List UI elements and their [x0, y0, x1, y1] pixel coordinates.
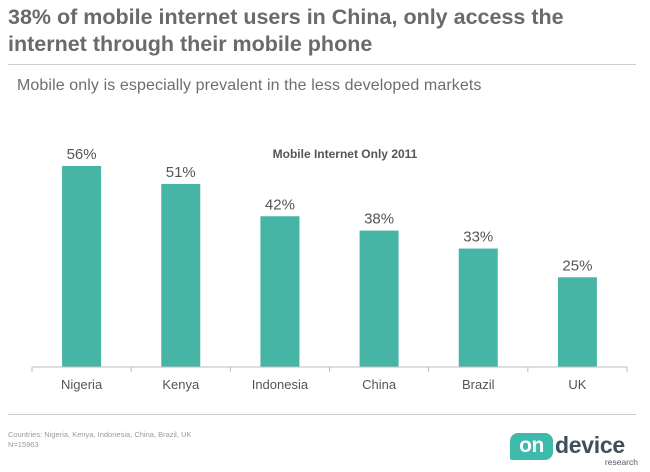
- bottom-divider: [8, 414, 636, 415]
- bar-brazil: [458, 248, 498, 367]
- bar-china: [359, 230, 399, 367]
- footnote-sample-size: N=15963: [8, 440, 39, 449]
- category-label-brazil: Brazil: [462, 377, 495, 392]
- bars-group: [62, 166, 597, 367]
- category-label-china: China: [362, 377, 397, 392]
- value-label-nigeria: 56%: [67, 146, 97, 163]
- value-label-uk: 25%: [562, 257, 592, 274]
- subtitle: Mobile only is especially prevalent in t…: [17, 77, 482, 94]
- logo-on-badge: on: [510, 433, 553, 460]
- value-label-kenya: 51%: [166, 164, 196, 181]
- headline: 38% of mobile internet users in China, o…: [8, 5, 564, 56]
- category-label-uk: UK: [568, 377, 586, 392]
- bar-kenya: [161, 183, 201, 367]
- bar-indonesia: [260, 216, 300, 367]
- ondevice-logo: on device research: [510, 432, 642, 467]
- logo-research-text: research: [604, 457, 638, 467]
- value-label-indonesia: 42%: [265, 196, 295, 213]
- category-label-kenya: Kenya: [162, 377, 200, 392]
- bar-uk: [557, 277, 597, 367]
- x-ticks-group: [31, 367, 628, 372]
- value-label-brazil: 33%: [463, 229, 493, 246]
- category-label-indonesia: Indonesia: [252, 377, 309, 392]
- footnote-countries: Countries: Nigeria, Kenya, Indonesia, Ch…: [8, 430, 192, 439]
- category-label-nigeria: Nigeria: [61, 377, 103, 392]
- footnote: Countries: Nigeria, Kenya, Indonesia, Ch…: [8, 430, 191, 450]
- logo-device-text: device: [555, 432, 625, 458]
- value-labels-group: 56% 51% 42% 38% 33% 25%: [67, 146, 593, 274]
- chart-title: Mobile Internet Only 2011: [273, 147, 418, 161]
- top-divider: [8, 64, 636, 65]
- category-labels-group: Nigeria Kenya Indonesia China Brazil UK: [61, 377, 587, 392]
- bar-nigeria: [62, 166, 102, 367]
- value-label-china: 38%: [364, 211, 394, 228]
